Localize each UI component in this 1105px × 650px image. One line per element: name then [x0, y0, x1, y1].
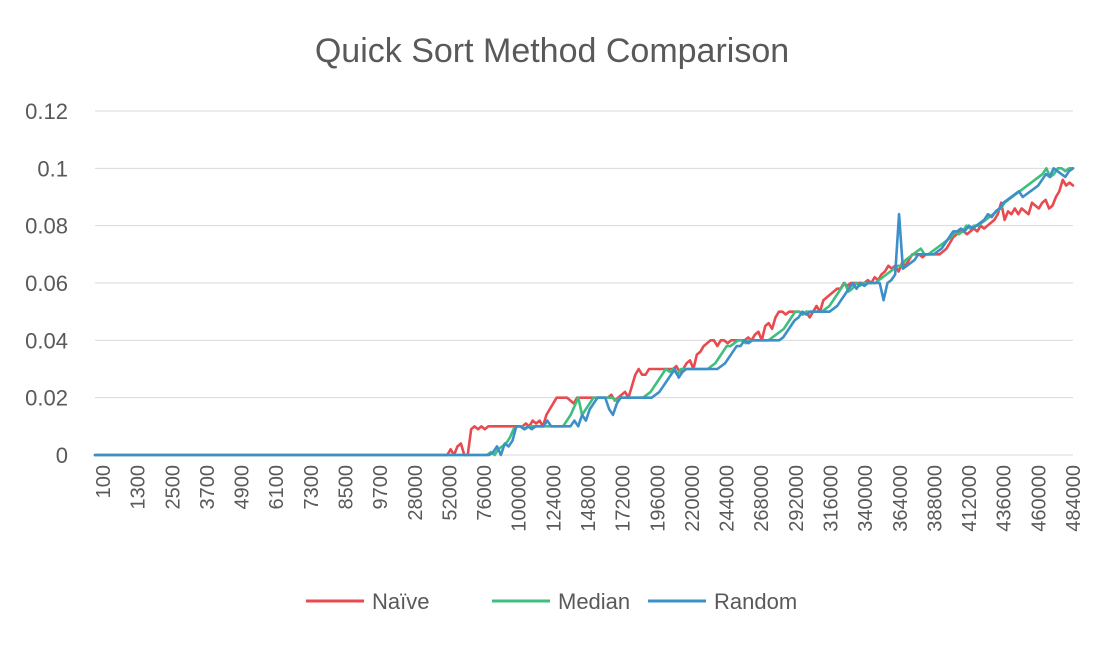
x-tick-label: 28000: [405, 465, 427, 521]
x-tick-label: 196000: [647, 465, 669, 532]
x-tick-label: 292000: [786, 465, 808, 532]
legend-label: Random: [714, 589, 797, 614]
x-tick-label: 100: [93, 465, 115, 498]
y-tick-label: 0.06: [25, 271, 68, 296]
x-tick-label: 52000: [439, 465, 461, 521]
x-tick-label: 1300: [128, 465, 150, 510]
x-tick-label: 2500: [162, 465, 184, 510]
x-tick-label: 8500: [336, 465, 358, 510]
x-tick-label: 340000: [855, 465, 877, 532]
x-tick-label: 76000: [474, 465, 496, 521]
y-tick-label: 0.1: [37, 156, 68, 181]
x-tick-label: 244000: [717, 465, 739, 532]
y-tick-label: 0.02: [25, 386, 68, 411]
gridlines: [95, 110, 1073, 456]
chart-title: Quick Sort Method Comparison: [315, 32, 789, 70]
series-line-median: [93, 167, 1075, 457]
x-tick-label: 4900: [232, 465, 254, 510]
series-line-random: [93, 167, 1075, 457]
x-tick-label: 364000: [890, 465, 912, 532]
legend-label: Median: [558, 589, 630, 614]
x-axis-ticks: 100 1300 2500 3700 4900 6100 7300 8500 9700 28000…: [93, 465, 1085, 532]
y-tick-label: 0.04: [25, 328, 68, 353]
x-tick-label: 436000: [994, 465, 1016, 532]
x-tick-label: 484000: [1063, 465, 1085, 532]
legend: Naïve Median Random: [306, 589, 797, 614]
y-tick-label: 0: [56, 443, 68, 468]
x-tick-label: 9700: [370, 465, 392, 510]
x-tick-label: 220000: [682, 465, 704, 532]
x-tick-label: 3700: [197, 465, 219, 510]
x-tick-label: 388000: [924, 465, 946, 532]
x-tick-label: 172000: [613, 465, 635, 532]
x-tick-label: 124000: [543, 465, 565, 532]
y-tick-label: 0.08: [25, 214, 68, 239]
x-tick-label: 148000: [578, 465, 600, 532]
x-tick-label: 460000: [1028, 465, 1050, 532]
x-tick-label: 268000: [751, 465, 773, 532]
x-tick-label: 100000: [509, 465, 531, 532]
y-axis-ticks: 0 0.02 0.04 0.06 0.08 0.1 0.12: [25, 99, 68, 468]
legend-label: Naïve: [372, 589, 429, 614]
x-tick-label: 412000: [959, 465, 981, 532]
x-tick-label: 6100: [266, 465, 288, 510]
x-tick-label: 316000: [821, 465, 843, 532]
x-tick-label: 7300: [301, 465, 323, 510]
series-lines: [93, 167, 1075, 457]
y-tick-label: 0.12: [25, 99, 68, 124]
